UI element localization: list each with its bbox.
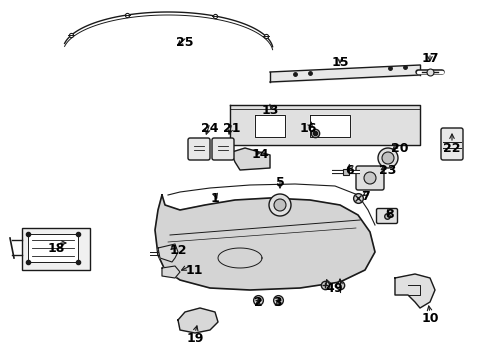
Text: 5: 5 bbox=[275, 176, 284, 189]
Polygon shape bbox=[394, 274, 434, 308]
Text: 20: 20 bbox=[390, 141, 408, 154]
Text: 16: 16 bbox=[299, 122, 316, 135]
Polygon shape bbox=[28, 234, 78, 262]
Text: 3: 3 bbox=[273, 297, 282, 310]
Text: 23: 23 bbox=[379, 163, 396, 176]
Text: 12: 12 bbox=[169, 243, 186, 256]
Circle shape bbox=[363, 172, 375, 184]
Text: 10: 10 bbox=[420, 311, 438, 324]
FancyBboxPatch shape bbox=[22, 228, 90, 270]
Text: 2: 2 bbox=[253, 297, 262, 310]
Circle shape bbox=[273, 199, 285, 211]
Text: 25: 25 bbox=[176, 36, 193, 49]
Text: 15: 15 bbox=[330, 55, 348, 68]
Text: 7: 7 bbox=[360, 190, 368, 203]
Text: 17: 17 bbox=[420, 51, 438, 64]
Text: 18: 18 bbox=[47, 242, 64, 255]
Polygon shape bbox=[309, 115, 349, 137]
Text: 4: 4 bbox=[325, 282, 334, 294]
Circle shape bbox=[381, 152, 393, 164]
Text: 11: 11 bbox=[185, 264, 203, 276]
FancyBboxPatch shape bbox=[376, 208, 397, 224]
FancyBboxPatch shape bbox=[187, 138, 209, 160]
Polygon shape bbox=[178, 308, 218, 333]
Polygon shape bbox=[162, 266, 180, 278]
Text: 21: 21 bbox=[223, 122, 240, 135]
Text: 9: 9 bbox=[333, 282, 342, 294]
Polygon shape bbox=[231, 148, 269, 170]
Text: 24: 24 bbox=[201, 122, 218, 135]
Polygon shape bbox=[158, 244, 178, 262]
Text: 8: 8 bbox=[385, 208, 393, 221]
Text: 6: 6 bbox=[345, 163, 354, 176]
Text: 14: 14 bbox=[251, 148, 268, 162]
Polygon shape bbox=[229, 105, 419, 145]
Circle shape bbox=[377, 148, 397, 168]
Circle shape bbox=[268, 194, 290, 216]
Text: 1: 1 bbox=[210, 192, 219, 204]
FancyBboxPatch shape bbox=[440, 128, 462, 160]
Text: 22: 22 bbox=[442, 141, 460, 154]
Text: 19: 19 bbox=[186, 332, 203, 345]
Polygon shape bbox=[155, 195, 374, 290]
Polygon shape bbox=[254, 115, 285, 137]
FancyBboxPatch shape bbox=[212, 138, 234, 160]
Text: 13: 13 bbox=[261, 104, 278, 117]
FancyBboxPatch shape bbox=[355, 166, 383, 190]
